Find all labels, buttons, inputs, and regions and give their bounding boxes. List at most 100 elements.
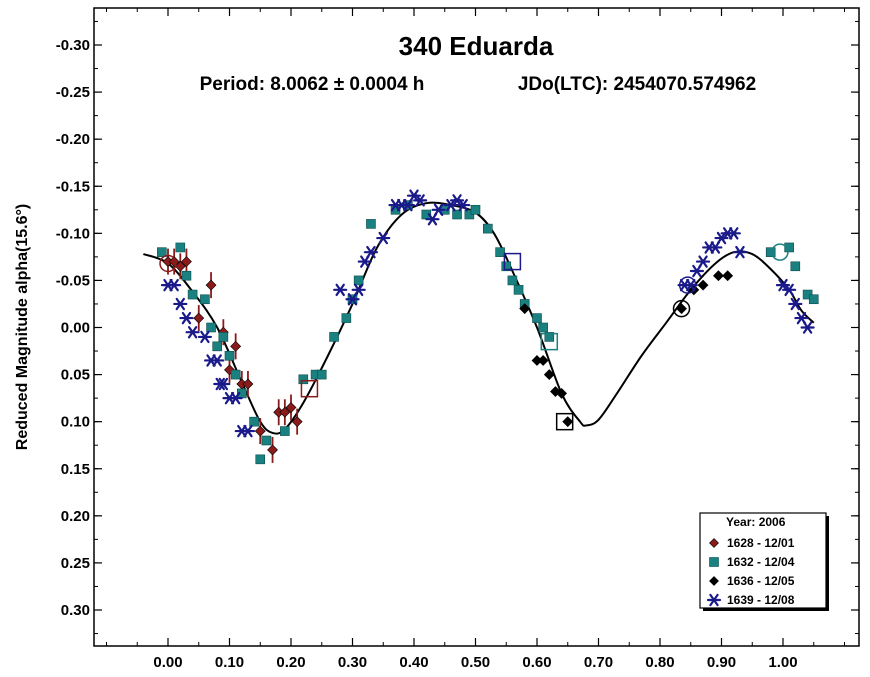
- series-1632-point: [181, 270, 192, 281]
- asterisk-stroke: [218, 377, 229, 391]
- asterisk-stroke: [415, 194, 425, 207]
- series-1639-point: [800, 321, 815, 334]
- series-1639-point: [732, 245, 748, 259]
- open-square-marker: [555, 412, 574, 431]
- y-tick-label: -0.25: [56, 84, 90, 101]
- series-1639-point: [167, 278, 182, 292]
- series-1632-point: [249, 416, 259, 427]
- series-1632-point: [808, 294, 819, 305]
- y-tick-label: 0.10: [61, 414, 90, 431]
- series-1639-point: [216, 377, 231, 391]
- asterisk-stroke: [778, 278, 788, 292]
- open-circle-marker: [672, 299, 691, 318]
- series-1632-point: [218, 332, 229, 342]
- legend-shadow-bottom: [703, 608, 829, 611]
- series-1632-point: [230, 369, 241, 380]
- legend-label: 1628 - 12/01: [727, 536, 795, 550]
- series-1639-point: [726, 227, 741, 240]
- asterisk-stroke: [243, 424, 253, 438]
- series-1628-point: [242, 378, 254, 390]
- asterisk-stroke: [175, 297, 185, 311]
- series-1639-point: [173, 297, 188, 311]
- legend-marker: [709, 557, 719, 567]
- series-1632-point: [495, 247, 505, 257]
- series-1636-point: [556, 387, 568, 399]
- asterisk-stroke: [353, 283, 364, 297]
- series-1639-point: [240, 424, 256, 438]
- legend-label: 1632 - 12/04: [727, 555, 795, 569]
- y-tick-label: 0.00: [61, 320, 90, 337]
- x-tick-label: 0.80: [645, 654, 674, 671]
- series-1632-point: [470, 204, 481, 215]
- series-1632-point: [298, 374, 309, 385]
- series-1636-point: [722, 270, 734, 282]
- series-1632-point: [200, 294, 210, 305]
- series-1639-point: [363, 245, 379, 259]
- axis-tick-labels: -0.30 -0.25 -0.20 -0.15 -0.10 -0.05 0.00 0.05 0.…: [56, 37, 798, 671]
- series-1636-point: [713, 270, 724, 282]
- x-tick-label: 0.30: [338, 654, 367, 671]
- series-1628-point: [254, 425, 266, 437]
- asterisk-stroke: [458, 198, 468, 212]
- series-1639-point: [228, 391, 243, 405]
- chart-title: 340 Eduarda: [399, 31, 554, 61]
- series-1628-point: [230, 340, 242, 352]
- series-1639-point: [695, 255, 711, 268]
- series-1628-point: [174, 260, 186, 272]
- y-axis-label: Reduced Magnitude alpha(15.6°): [14, 204, 31, 450]
- x-tick-label: 0.50: [461, 654, 490, 671]
- x-tick-label: 0.10: [215, 654, 244, 671]
- series-1632-point: [341, 313, 352, 323]
- series-1636-point: [543, 369, 555, 381]
- asterisk-stroke: [446, 198, 456, 212]
- series-1632-point: [329, 332, 339, 342]
- legend-items: 1628 - 12/01 1632 - 12/04 1636 - 12/05 1639…: [706, 536, 795, 607]
- x-tick-label: 0.90: [707, 654, 736, 671]
- open-square-marker: [300, 379, 319, 398]
- series-1632-point: [765, 247, 776, 257]
- legend: Year: 2006 1628 - 12/01 1632 - 12/04 1636 …: [699, 512, 829, 611]
- asterisk-stroke: [200, 330, 210, 344]
- series-1632-point: [513, 285, 524, 295]
- legend-label: 1636 - 12/05: [727, 574, 795, 588]
- y-tick-label: -0.10: [56, 225, 90, 242]
- series-1639-point: [351, 283, 366, 297]
- series-1632-point: [255, 454, 266, 465]
- legend-label: 1639 - 12/08: [727, 593, 795, 607]
- series-1639-point: [456, 198, 471, 212]
- data-points-layer: [157, 189, 819, 465]
- y-tick-label: -0.05: [56, 272, 90, 289]
- fit-curve: [143, 201, 815, 435]
- series-1636-point: [537, 355, 549, 366]
- series-1632-point: [157, 247, 167, 257]
- series-1632-point: [544, 332, 555, 342]
- asterisk-stroke: [698, 255, 708, 268]
- series-1632-point: [790, 261, 801, 272]
- series-1632-point: [187, 289, 198, 300]
- asterisk-stroke: [366, 245, 376, 259]
- series-1632-point: [175, 242, 186, 253]
- y-tick-label: -0.15: [56, 178, 90, 195]
- asterisk-stroke: [729, 227, 739, 240]
- epoch-subtitle: JDo(LTC): 2454070.574962: [518, 74, 756, 95]
- x-tick-label: 0.00: [153, 654, 182, 671]
- legend-shadow-right: [826, 516, 829, 611]
- series-1632-point: [452, 209, 462, 220]
- series-1632-point: [532, 313, 542, 323]
- asterisk-stroke: [790, 297, 801, 311]
- y-tick-label: 0.30: [61, 602, 90, 619]
- series-1628-point: [205, 279, 217, 291]
- series-1639-point: [689, 264, 705, 278]
- legend-marker: [706, 593, 722, 607]
- open-square-marker: [503, 252, 522, 271]
- y-tick-label: -0.20: [56, 131, 90, 148]
- asterisk-stroke: [735, 245, 745, 259]
- series-1628-point: [285, 402, 297, 413]
- series-1639-point: [413, 194, 428, 207]
- series-1628-point: [267, 444, 278, 456]
- series-1632-point: [538, 322, 548, 333]
- asterisk-stroke: [709, 593, 719, 607]
- asterisk-stroke: [433, 203, 444, 216]
- series-1632-point: [482, 223, 493, 234]
- asterisk-stroke: [378, 231, 388, 245]
